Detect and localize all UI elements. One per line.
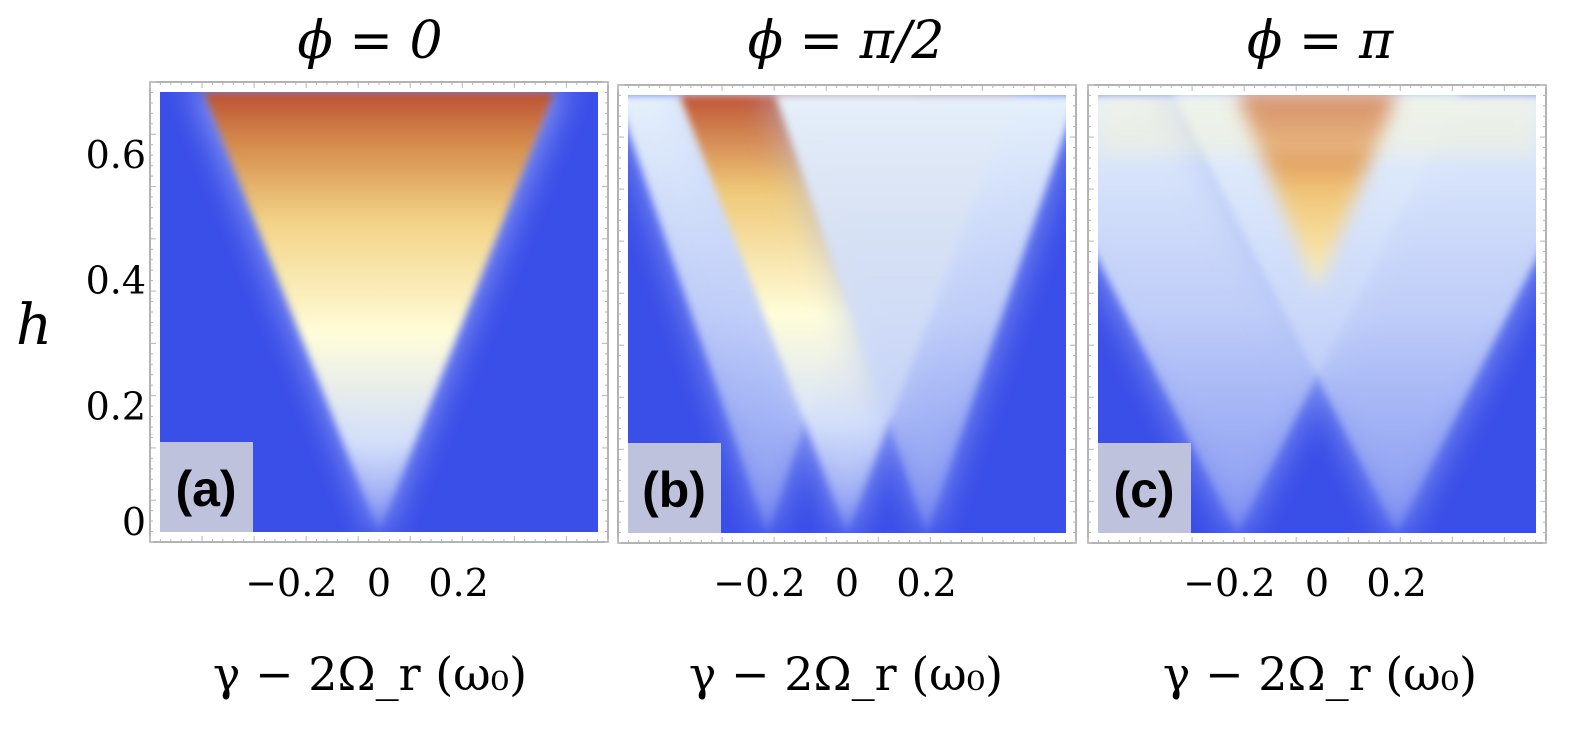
arnold-tongue: [203, 92, 555, 532]
panel-label: (b): [628, 443, 721, 533]
panel-title: ϕ = π: [1247, 11, 1394, 71]
y-tick-labels: 0 0.2 0.4 0.6: [86, 133, 146, 544]
top-glow: [1098, 95, 1536, 155]
x-axis-label: γ − 2Ω_r (ω₀): [689, 647, 1003, 701]
x-tick-label: −0.2: [1183, 561, 1275, 605]
arnold-tongue: [775, 95, 1066, 533]
heatmap: [160, 92, 598, 532]
y-tick-label: 0: [122, 500, 146, 544]
panel-title: ϕ = 0: [297, 11, 442, 71]
panel-label-box: [1098, 443, 1191, 533]
heatmap: [628, 95, 1066, 533]
arnold-tongue: [1173, 95, 1536, 533]
panel-label: (c): [1098, 443, 1191, 533]
panel-label-box: [160, 442, 253, 532]
x-tick-label: −0.2: [713, 561, 805, 605]
panel-label: (a): [160, 442, 253, 532]
x-tick-label: 0.2: [428, 561, 488, 605]
frame-ticks: [149, 81, 609, 543]
x-axis-label: γ − 2Ω_r (ω₀): [213, 647, 527, 701]
x-tick-labels: −0.2 0 0.2: [245, 561, 489, 605]
x-tick-label: −0.2: [245, 561, 337, 605]
x-tick-labels: −0.2 0 0.2: [713, 561, 957, 605]
frame-ticks: [1087, 84, 1547, 544]
y-tick-label: 0.2: [86, 384, 146, 428]
panel-a: (a) ϕ = 0 −0.2 0 0.2 γ − 2Ω_r (ω₀) 0 0.2 0.4 0.6 h: [16, 11, 609, 701]
y-tick-label: 0.4: [86, 259, 146, 303]
panel-label-box: [628, 443, 721, 533]
x-tick-label: 0.2: [1366, 561, 1426, 605]
x-tick-label: 0: [367, 561, 391, 605]
y-axis-label: h: [16, 293, 52, 358]
panel-label-text: (b): [642, 462, 706, 518]
x-axis-label: γ − 2Ω_r (ω₀): [1163, 647, 1477, 701]
x-tick-labels: −0.2 0 0.2: [1183, 561, 1427, 605]
panel-label-text: (a): [175, 461, 236, 517]
frame-ticks: [617, 84, 1077, 544]
heatmap: [1098, 95, 1536, 533]
panel-title: ϕ = π/2: [748, 11, 945, 71]
x-tick-label: 0: [835, 561, 859, 605]
x-tick-label: 0: [1305, 561, 1329, 605]
panel-c: (c) ϕ = π −0.2 0 0.2 γ − 2Ω_r (ω₀): [1087, 11, 1547, 701]
y-tick-label: 0.6: [86, 133, 146, 177]
x-tick-label: 0.2: [896, 561, 956, 605]
panel-b: (b) ϕ = π/2 −0.2 0 0.2 γ − 2Ω_r (ω₀): [617, 11, 1077, 701]
panel-label-text: (c): [1113, 462, 1174, 518]
